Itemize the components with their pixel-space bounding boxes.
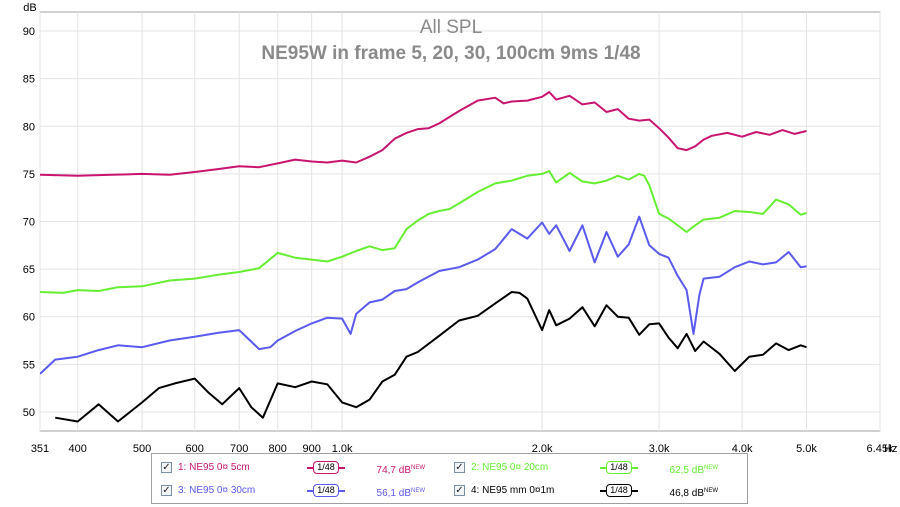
legend-item-4[interactable]: ✓ 4: NE95 mm 0¤1m 1/48 46,8 dBNEW [454,481,739,501]
x-tick-label: 600 [186,443,204,452]
x-tick-label: 400 [69,443,87,452]
x-tick-label: 800 [269,443,287,452]
level-badge: NEW [411,465,425,471]
spl-chart: 90 85 80 75 70 65 60 55 50 351 400 500 600 700 800 900… [23,2,898,452]
series-visibility-checkbox[interactable]: ✓ [161,485,172,496]
legend-item-2[interactable]: ✓ 2: NE95 0¤ 20cm 1/48 62,5 dBNEW [454,458,739,478]
y-tick-label: 60 [23,312,35,324]
y-tick-label: 80 [23,121,35,133]
x-tick-label: 1,0k [332,443,353,452]
smoothing-label: 1/48 [313,484,339,497]
smoothing-selector[interactable]: 1/48 [600,484,638,498]
level-badge: NEW [411,488,425,494]
level-value: 46,8 dB [669,488,704,499]
legend-series-level: 74,7 dBNEW [365,458,425,481]
series-visibility-checkbox[interactable]: ✓ [454,485,465,496]
x-tick-label: 5,0k [796,443,817,452]
series-visibility-checkbox[interactable]: ✓ [454,462,465,473]
smoothing-label: 1/48 [313,461,339,474]
legend-series-level: 62,5 dBNEW [658,458,718,481]
x-tick-label: 900 [303,443,321,452]
series-line-2 [40,170,807,294]
level-badge: NEW [704,488,718,494]
legend-item-1[interactable]: ✓ 1: NE95 0¤ 5cm 1/48 74,7 dBNEW [161,458,446,478]
level-value: 62,5 dB [669,465,704,476]
level-value: 56,1 dB [376,488,411,499]
legend: ✓ 1: NE95 0¤ 5cm 1/48 74,7 dBNEW ✓ 2: NE95 0¤… [151,453,748,504]
series-lines [40,91,807,423]
grid [39,12,881,431]
x-tick-label: 3,0k [649,443,670,452]
x-tick-label: 700 [230,443,248,452]
y-axis-label: dB [23,2,36,14]
x-tick-label: 351 [31,443,49,452]
level-value: 74,7 dB [376,465,411,476]
x-axis-unit-label: Hz [884,443,897,452]
legend-item-3[interactable]: ✓ 3: NE95 0¤ 30cm 1/48 56,1 dBNEW [161,481,446,501]
legend-series-level: 56,1 dBNEW [365,481,425,504]
y-tick-label: 75 [23,169,35,181]
smoothing-label: 1/48 [606,484,632,497]
level-badge: NEW [704,465,718,471]
chart-title: All SPL [420,17,482,38]
y-tick-label: 50 [23,407,35,419]
x-tick-label: 4,0k [732,443,753,452]
y-tick-label: 65 [23,264,35,276]
y-tick-label: 85 [23,74,35,86]
y-axis: 90 85 80 75 70 65 60 55 50 [23,26,35,419]
y-tick-label: 55 [23,359,35,371]
series-visibility-checkbox[interactable]: ✓ [161,462,172,473]
x-tick-label: 2,0k [532,443,553,452]
y-tick-label: 70 [23,217,35,229]
series-line-3 [40,215,807,375]
smoothing-selector[interactable]: 1/48 [600,461,638,475]
x-tick-label: 500 [133,443,151,452]
smoothing-selector[interactable]: 1/48 [307,484,345,498]
series-line-4 [55,291,807,423]
smoothing-selector[interactable]: 1/48 [307,461,345,475]
legend-series-name: 3: NE95 0¤ 30cm [178,485,256,496]
legend-series-name: 4: NE95 mm 0¤1m [471,485,555,496]
chart-subtitle: NE95W in frame 5, 20, 30, 100cm 9ms 1/48 [261,43,640,64]
smoothing-label: 1/48 [606,461,632,474]
legend-series-level: 46,8 dBNEW [658,481,718,504]
x-tick-label: 6,45k [867,443,894,452]
series-line-1 [40,91,807,177]
x-axis: 351 400 500 600 700 800 900 1,0k 2,0k 3,0k 4,0k 5,0… [31,443,894,452]
legend-series-name: 1: NE95 0¤ 5cm [178,462,250,473]
legend-series-name: 2: NE95 0¤ 20cm [471,462,549,473]
y-tick-label: 90 [23,26,35,38]
